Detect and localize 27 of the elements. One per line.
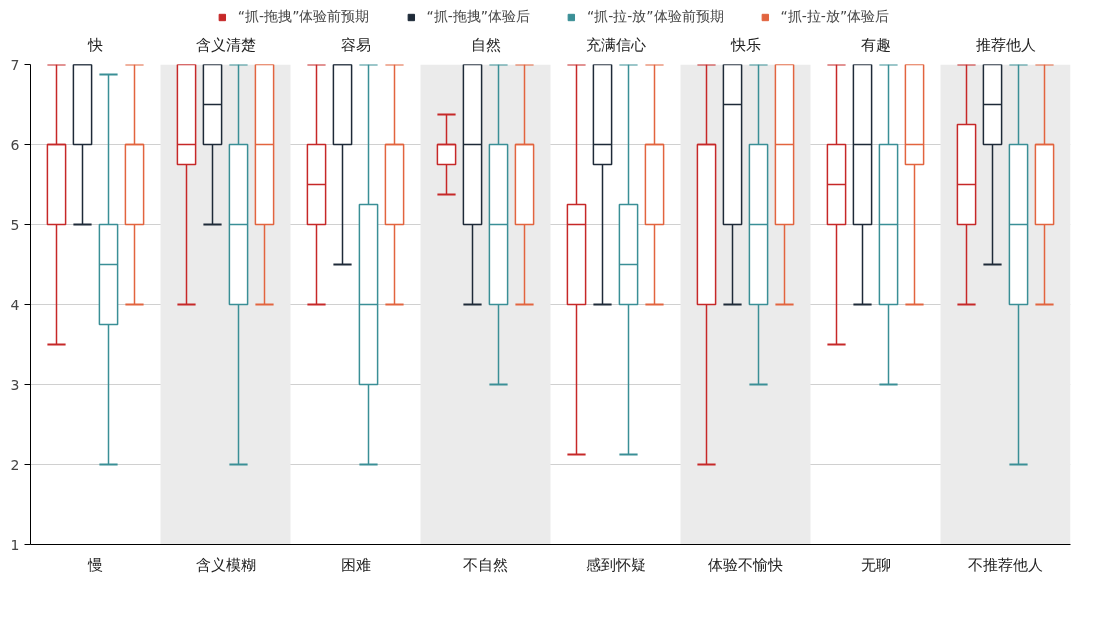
y-tick-label: 7 — [10, 56, 20, 73]
legend-label: “抓-拖拽”体验后 — [426, 8, 530, 26]
text: 快 — [87, 35, 103, 54]
text: 推荐他人 — [975, 35, 1036, 54]
x-tick-label: 体验不愉快 — [708, 555, 783, 574]
y-tick-label: 2 — [10, 456, 20, 473]
y-tick-label: 1 — [10, 536, 20, 553]
text: 有趣 — [860, 35, 891, 54]
y-tick-label: 6 — [10, 136, 20, 153]
y-tick-label: 4 — [10, 296, 20, 313]
legend-label: “抓-拉-放”体验前预期 — [586, 8, 724, 26]
x-tick-label: 不推荐他人 — [968, 555, 1043, 574]
text: 自然 — [470, 35, 501, 54]
text: 含义清楚 — [195, 35, 256, 54]
x-tick-label: 无聊 — [860, 555, 891, 574]
text: 容易 — [340, 35, 371, 54]
text: 快乐 — [729, 35, 761, 54]
x-tick-label: 不自然 — [463, 555, 508, 574]
x-tick-label: 含义模糊 — [195, 555, 256, 574]
y-tick-label: 3 — [10, 376, 20, 393]
legend-label: “抓-拖拽”体验前预期 — [237, 8, 370, 26]
y-tick-label: 5 — [10, 216, 20, 233]
text: 充满信心 — [585, 35, 646, 54]
x-tick-label: 困难 — [340, 555, 371, 574]
x-tick-label: 感到怀疑 — [585, 555, 646, 574]
legend-label: “抓-拉-放”体验后 — [780, 8, 890, 26]
x-tick-label: 慢 — [87, 555, 103, 574]
